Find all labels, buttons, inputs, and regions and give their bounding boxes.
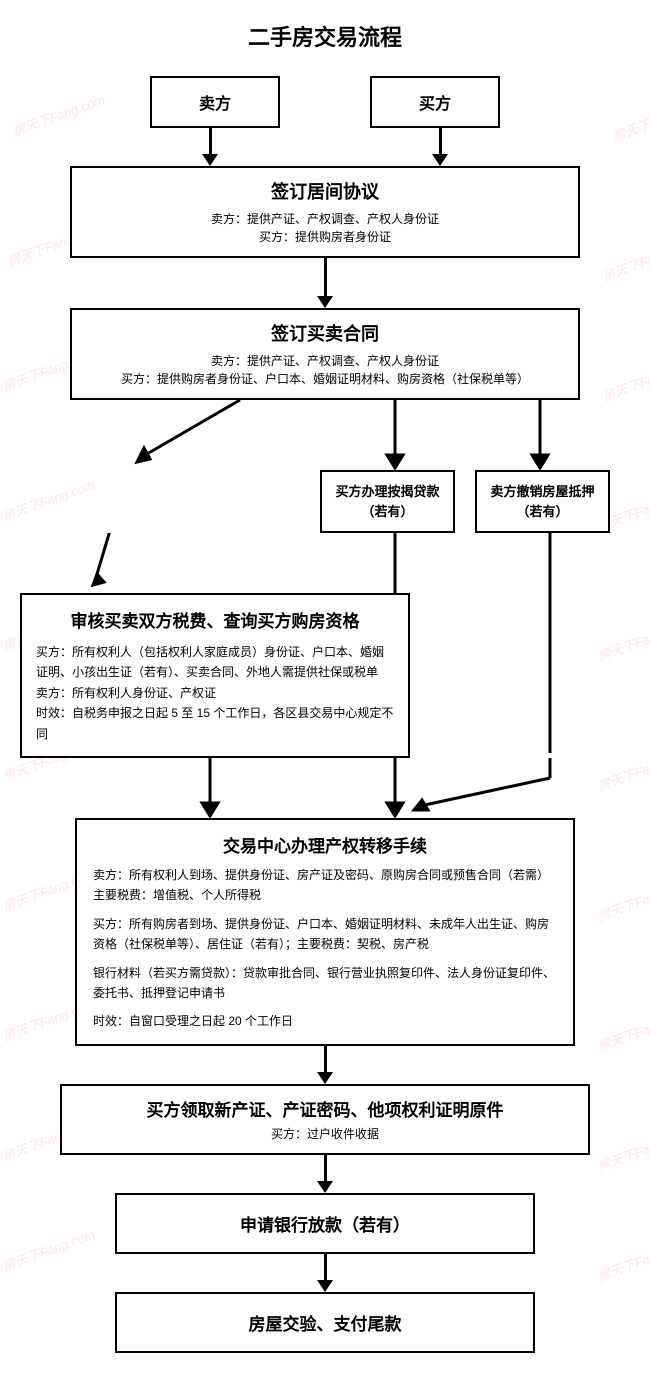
- step1-l2: 买方：提供购房者身份证: [86, 228, 564, 246]
- step4-l2: 买方：所有购房者到场、提供身份证、户口本、婚姻证明材料、未成年人出生证、购房资格…: [93, 914, 557, 955]
- arrow-6-7: [0, 1254, 650, 1292]
- step4-box: 交易中心办理产权转移手续 卖方：所有权利人到场、提供身份证、房产证及密码、原购房…: [75, 818, 575, 1046]
- arrow-5-6: [0, 1155, 650, 1193]
- step6-box: 申请银行放款（若有）: [115, 1193, 535, 1254]
- merge-connector: [0, 758, 650, 818]
- step3-l2: 卖方：所有权利人身份证、产权证: [36, 683, 394, 703]
- seller-box: 卖方: [150, 76, 280, 128]
- step3-l1: 买方：所有权利人（包括权利人家庭成员）身份证、户口本、婚姻证明、小孩出生证（若有…: [36, 642, 394, 683]
- step2-l2: 买方：提供购房者身份证、户口本、婚姻证明材料、购房资格（社保税单等）: [86, 370, 564, 388]
- release-box: 卖方撤销房屋抵押（若有）: [475, 470, 610, 533]
- step2-l1: 卖方：提供产证、产权调查、产权人身份证: [86, 352, 564, 370]
- diagram-title: 二手房交易流程: [0, 20, 650, 52]
- step3-box: 审核买卖双方税费、查询买方购房资格 买方：所有权利人（包括权利人家庭成员）身份证…: [20, 593, 410, 758]
- step3-title: 审核买卖双方税费、查询买方购房资格: [36, 607, 394, 632]
- step7-title: 房屋交验、支付尾款: [133, 1310, 517, 1335]
- step4-title: 交易中心办理产权转移手续: [93, 832, 557, 857]
- step4-l4: 时效：自窗口受理之日起 20 个工作日: [93, 1011, 557, 1031]
- right-pass-connector: [410, 593, 650, 753]
- step6-title: 申请银行放款（若有）: [133, 1211, 517, 1236]
- step7-box: 房屋交验、支付尾款: [115, 1292, 535, 1353]
- mid-connector: [0, 533, 650, 593]
- step1-title: 签订居间协议: [86, 178, 564, 204]
- step5-box: 买方领取新产证、产证密码、他项权利证明原件 买方：过户收件收据: [60, 1084, 590, 1155]
- step1-box: 签订居间协议 卖方：提供产证、产权调查、产权人身份证 买方：提供购房者身份证: [70, 166, 580, 258]
- loan-box: 买方办理按揭贷款（若有）: [320, 470, 455, 533]
- step1-l1: 卖方：提供产证、产权调查、产权人身份证: [86, 210, 564, 228]
- step4-l3: 银行材料（若买方需贷款）：贷款审批合同、银行营业执照复印件、法人身份证复印件、委…: [93, 963, 557, 1004]
- buyer-box: 买方: [370, 76, 500, 128]
- arrow-parties: [0, 128, 650, 166]
- arrow-4-5: [0, 1046, 650, 1084]
- parties-row: 卖方 买方: [0, 76, 650, 128]
- step2-box: 签订买卖合同 卖方：提供产证、产权调查、产权人身份证 买方：提供购房者身份证、户…: [70, 308, 580, 400]
- step5-title: 买方领取新产证、产证密码、他项权利证明原件: [76, 1096, 574, 1121]
- step5-sub: 买方：过户收件收据: [76, 1125, 574, 1143]
- step2-title: 签订买卖合同: [86, 320, 564, 346]
- branch-row: 买方办理按揭贷款（若有） 卖方撤销房屋抵押（若有）: [0, 470, 650, 533]
- arrow-1-2: [0, 258, 650, 308]
- step4-l1: 卖方：所有权利人到场、提供身份证、房产证及密码、原购房合同或预售合同（若需） 主…: [93, 865, 557, 906]
- step3-l3: 时效：自税务申报之日起 5 至 15 个工作日，各区县交易中心规定不同: [36, 703, 394, 744]
- split-connector: [0, 400, 650, 470]
